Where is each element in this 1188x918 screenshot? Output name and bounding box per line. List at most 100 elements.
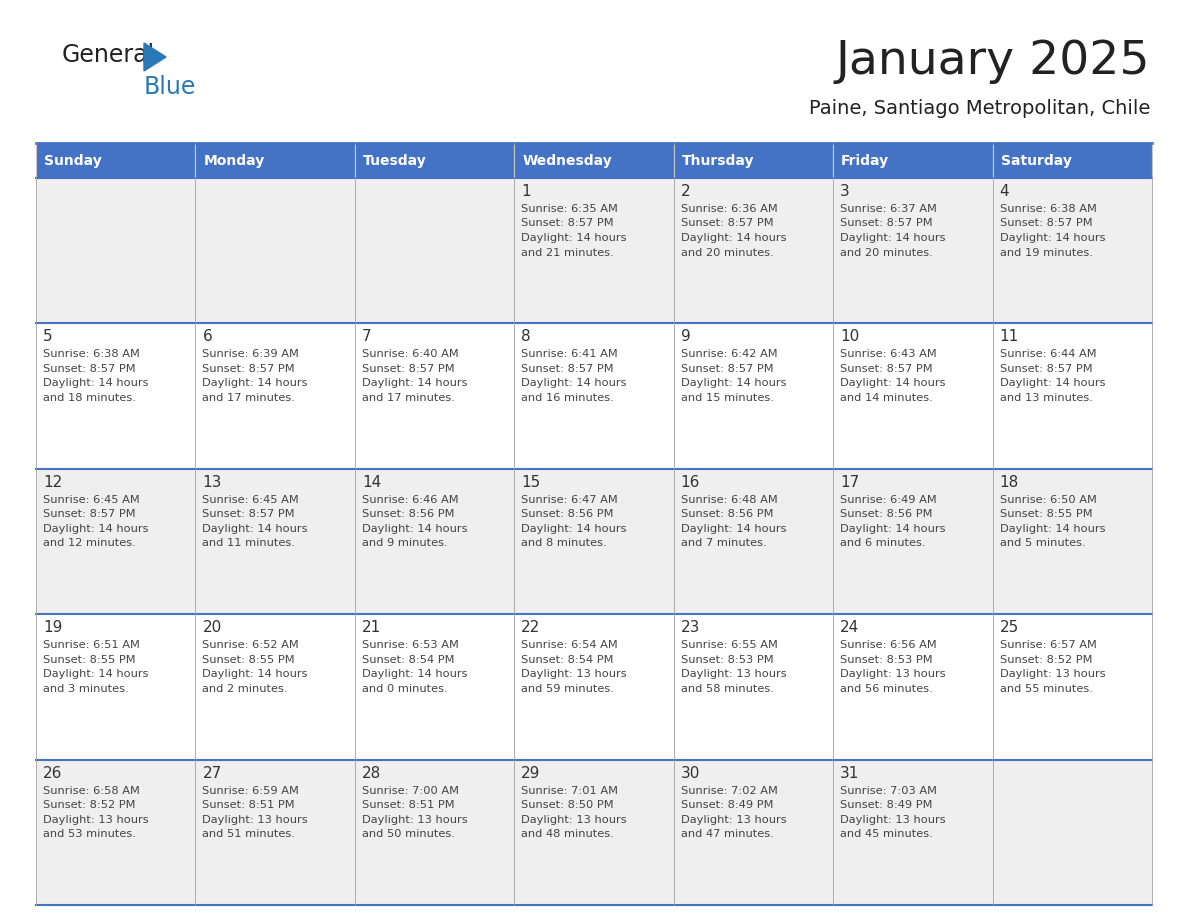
Text: Sunrise: 6:53 AM: Sunrise: 6:53 AM [362,640,459,650]
Text: and 8 minutes.: and 8 minutes. [522,538,607,548]
Bar [833,323,992,469]
Text: 16: 16 [681,475,700,490]
Text: and 51 minutes.: and 51 minutes. [202,829,296,839]
Text: Daylight: 13 hours: Daylight: 13 hours [840,814,946,824]
Text: 19: 19 [43,621,63,635]
Text: Sunset: 8:57 PM: Sunset: 8:57 PM [202,509,295,520]
Text: Sunrise: 7:02 AM: Sunrise: 7:02 AM [681,786,778,796]
Text: Sunset: 8:57 PM: Sunset: 8:57 PM [522,364,614,374]
Text: Daylight: 14 hours: Daylight: 14 hours [522,524,627,533]
Bar [36,323,196,469]
Text: Sunrise: 6:46 AM: Sunrise: 6:46 AM [362,495,459,505]
Text: and 15 minutes.: and 15 minutes. [681,393,773,403]
Bar [36,178,196,323]
Text: Daylight: 13 hours: Daylight: 13 hours [362,814,468,824]
Text: Sunset: 8:49 PM: Sunset: 8:49 PM [681,800,773,810]
Text: Daylight: 13 hours: Daylight: 13 hours [681,814,786,824]
Bar [674,143,833,178]
Text: Sunrise: 6:49 AM: Sunrise: 6:49 AM [840,495,937,505]
Text: Sunset: 8:57 PM: Sunset: 8:57 PM [999,364,1092,374]
Text: Daylight: 14 hours: Daylight: 14 hours [43,669,148,679]
Text: Daylight: 14 hours: Daylight: 14 hours [43,524,148,533]
Text: and 2 minutes.: and 2 minutes. [202,684,287,694]
Text: 27: 27 [202,766,222,780]
Bar [992,759,1152,905]
Text: and 3 minutes.: and 3 minutes. [43,684,128,694]
Text: 17: 17 [840,475,859,490]
Text: Sunrise: 7:00 AM: Sunrise: 7:00 AM [362,786,459,796]
Polygon shape [144,43,166,71]
Text: Wednesday: Wednesday [523,153,612,167]
Text: Sunrise: 6:52 AM: Sunrise: 6:52 AM [202,640,299,650]
Text: Daylight: 14 hours: Daylight: 14 hours [999,233,1105,243]
Text: and 17 minutes.: and 17 minutes. [202,393,296,403]
Bar [514,759,674,905]
Text: Sunrise: 6:40 AM: Sunrise: 6:40 AM [362,350,459,360]
Bar [355,614,514,759]
Text: Sunrise: 7:03 AM: Sunrise: 7:03 AM [840,786,937,796]
Text: Daylight: 14 hours: Daylight: 14 hours [840,378,946,388]
Bar [514,614,674,759]
Text: Sunrise: 6:39 AM: Sunrise: 6:39 AM [202,350,299,360]
Text: Daylight: 14 hours: Daylight: 14 hours [999,378,1105,388]
Text: Sunrise: 6:48 AM: Sunrise: 6:48 AM [681,495,777,505]
Bar [992,469,1152,614]
Text: Sunset: 8:57 PM: Sunset: 8:57 PM [681,364,773,374]
Text: Daylight: 14 hours: Daylight: 14 hours [202,669,308,679]
Text: Sunset: 8:53 PM: Sunset: 8:53 PM [681,655,773,665]
Text: Paine, Santiago Metropolitan, Chile: Paine, Santiago Metropolitan, Chile [809,98,1150,118]
Text: and 12 minutes.: and 12 minutes. [43,538,135,548]
Bar [674,178,833,323]
Text: Sunrise: 6:37 AM: Sunrise: 6:37 AM [840,204,937,214]
Bar [514,469,674,614]
Text: Sunset: 8:55 PM: Sunset: 8:55 PM [202,655,295,665]
Text: Daylight: 14 hours: Daylight: 14 hours [202,378,308,388]
Text: and 20 minutes.: and 20 minutes. [681,248,773,258]
Text: 21: 21 [362,621,381,635]
Bar [833,178,992,323]
Bar [355,323,514,469]
Text: Sunset: 8:50 PM: Sunset: 8:50 PM [522,800,614,810]
Text: Sunrise: 6:56 AM: Sunrise: 6:56 AM [840,640,937,650]
Text: Sunset: 8:51 PM: Sunset: 8:51 PM [362,800,455,810]
Text: Daylight: 14 hours: Daylight: 14 hours [362,378,467,388]
Text: 28: 28 [362,766,381,780]
Bar [992,178,1152,323]
Text: and 55 minutes.: and 55 minutes. [999,684,1093,694]
Text: Daylight: 13 hours: Daylight: 13 hours [522,814,627,824]
Bar [36,759,196,905]
Text: Sunrise: 6:44 AM: Sunrise: 6:44 AM [999,350,1097,360]
Text: and 13 minutes.: and 13 minutes. [999,393,1093,403]
Text: and 14 minutes.: and 14 minutes. [840,393,933,403]
Text: Daylight: 13 hours: Daylight: 13 hours [999,669,1105,679]
Text: 6: 6 [202,330,213,344]
Bar [992,614,1152,759]
Text: Daylight: 14 hours: Daylight: 14 hours [681,233,786,243]
Bar [833,469,992,614]
Text: and 20 minutes.: and 20 minutes. [840,248,933,258]
Text: Sunrise: 6:57 AM: Sunrise: 6:57 AM [999,640,1097,650]
Text: General: General [62,43,156,67]
Text: and 47 minutes.: and 47 minutes. [681,829,773,839]
Text: Tuesday: Tuesday [362,153,426,167]
Text: and 0 minutes.: and 0 minutes. [362,684,448,694]
Text: Sunrise: 6:58 AM: Sunrise: 6:58 AM [43,786,140,796]
Text: Daylight: 13 hours: Daylight: 13 hours [202,814,308,824]
Bar [36,143,196,178]
Text: Daylight: 14 hours: Daylight: 14 hours [681,378,786,388]
Text: 7: 7 [362,330,372,344]
Text: Sunrise: 6:50 AM: Sunrise: 6:50 AM [999,495,1097,505]
Text: Sunrise: 6:45 AM: Sunrise: 6:45 AM [202,495,299,505]
Text: and 21 minutes.: and 21 minutes. [522,248,614,258]
Bar [196,323,355,469]
Text: Sunset: 8:57 PM: Sunset: 8:57 PM [522,218,614,229]
Text: 23: 23 [681,621,700,635]
Text: Sunset: 8:57 PM: Sunset: 8:57 PM [840,364,933,374]
Bar [196,469,355,614]
Text: Sunset: 8:56 PM: Sunset: 8:56 PM [681,509,773,520]
Bar [674,323,833,469]
Text: Sunrise: 6:35 AM: Sunrise: 6:35 AM [522,204,618,214]
Text: Sunrise: 6:51 AM: Sunrise: 6:51 AM [43,640,140,650]
Text: 31: 31 [840,766,859,780]
Text: Daylight: 14 hours: Daylight: 14 hours [362,669,467,679]
